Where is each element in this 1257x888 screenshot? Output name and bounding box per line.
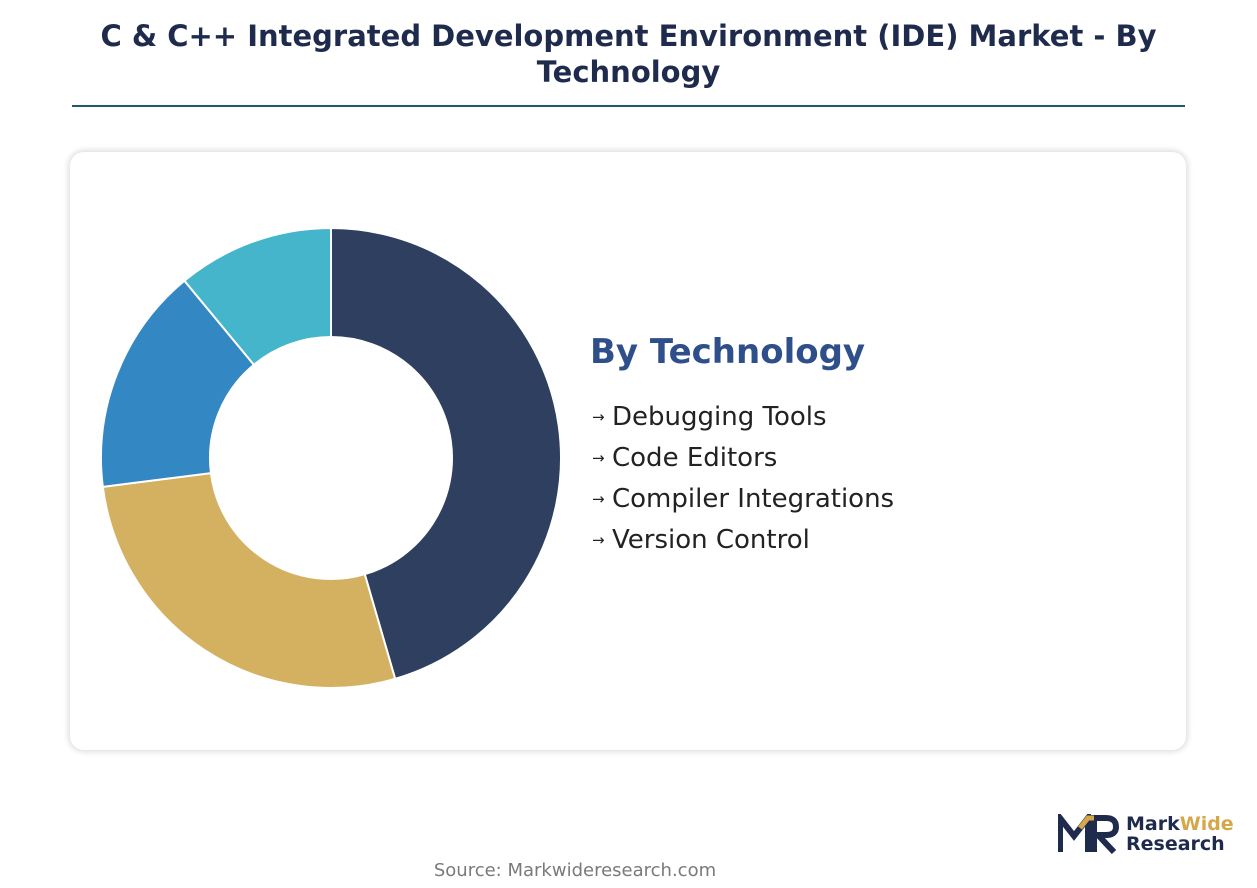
page-title: C & C++ Integrated Development Environme… bbox=[100, 19, 1157, 89]
donut-slice-compiler-integrations bbox=[100, 279, 256, 488]
chart-card: By Technology → Debugging Tools → Code Edi… bbox=[70, 152, 1186, 750]
arrow-right-icon: → bbox=[592, 531, 605, 549]
arrow-right-icon: → bbox=[592, 449, 605, 467]
donut-slice-version-control bbox=[182, 227, 332, 367]
logo-wordmark: MarkWide Research bbox=[1126, 813, 1234, 855]
legend-item-code-editors: → Code Editors bbox=[592, 440, 894, 481]
legend-list: → Debugging Tools → Code Editors → Compiler… bbox=[592, 399, 894, 563]
title-divider bbox=[72, 105, 1185, 107]
markwide-research-logo: MarkWide Research bbox=[1058, 814, 1248, 856]
legend-item-label: Compiler Integrations bbox=[612, 484, 895, 514]
legend-item-debugging-tools: → Debugging Tools bbox=[592, 399, 894, 440]
legend-item-label: Version Control bbox=[612, 525, 810, 555]
donut-chart bbox=[100, 227, 562, 689]
logo-mark-icon bbox=[1058, 814, 1120, 854]
legend-item-label: Debugging Tools bbox=[612, 402, 827, 432]
donut-slice-debugging-tools bbox=[330, 227, 562, 681]
arrow-right-icon: → bbox=[592, 408, 605, 426]
legend-title: By Technology bbox=[590, 332, 866, 372]
donut-slice-code-editors bbox=[101, 472, 397, 689]
legend-item-version-control: → Version Control bbox=[592, 522, 894, 563]
legend-item-compiler-integrations: → Compiler Integrations bbox=[592, 481, 894, 522]
arrow-right-icon: → bbox=[592, 490, 605, 508]
legend-item-label: Code Editors bbox=[612, 443, 778, 473]
source-caption: Source: Markwideresearch.com bbox=[433, 860, 717, 881]
